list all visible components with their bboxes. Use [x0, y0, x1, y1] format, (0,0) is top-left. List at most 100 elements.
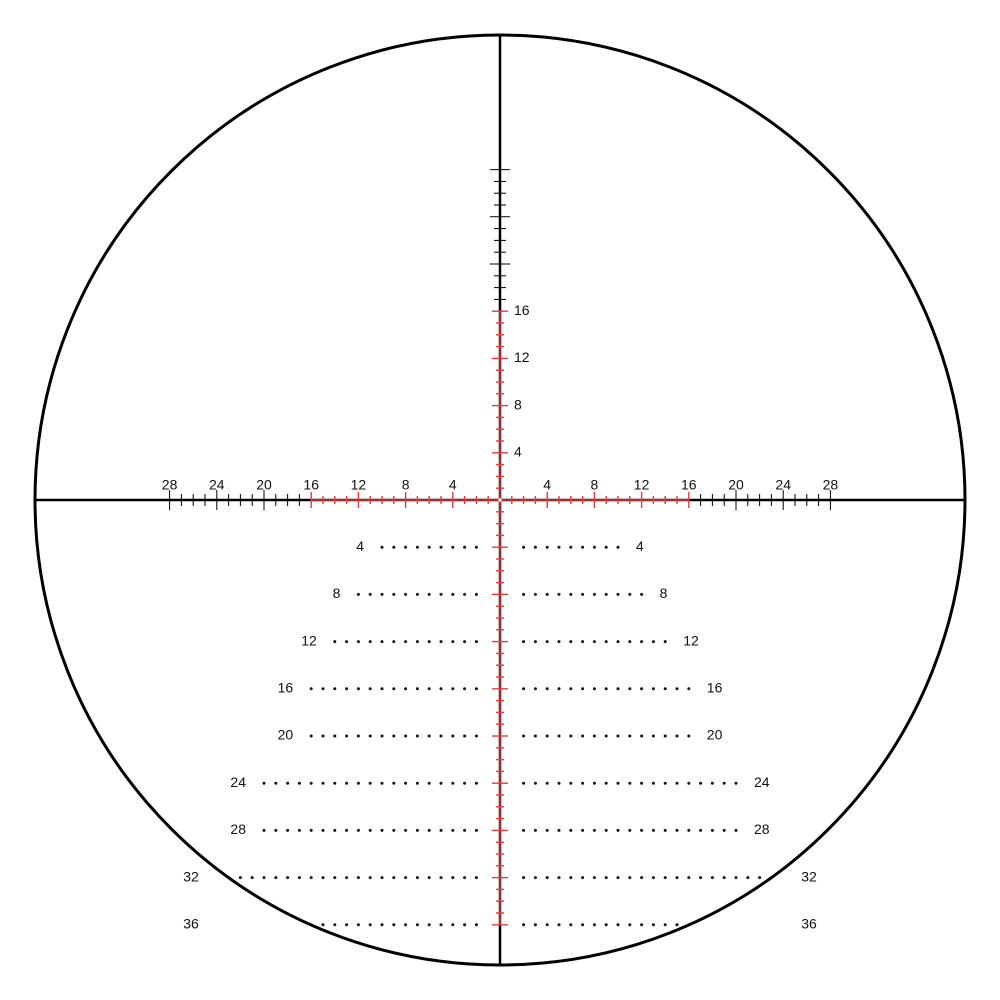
- windage-dot: [428, 735, 431, 738]
- windage-dot: [676, 782, 679, 785]
- windage-row-label-left: 28: [230, 821, 246, 837]
- windage-dot: [451, 782, 454, 785]
- windage-dot: [593, 593, 596, 596]
- windage-dot: [522, 782, 525, 785]
- windage-dot: [392, 687, 395, 690]
- windage-dot: [369, 735, 372, 738]
- windage-dot: [664, 640, 667, 643]
- windage-dot: [746, 923, 749, 926]
- h-axis-label: 28: [162, 477, 178, 493]
- windage-dot: [404, 593, 407, 596]
- h-axis-label: 24: [209, 477, 225, 493]
- windage-dot: [416, 640, 419, 643]
- windage-dot: [463, 687, 466, 690]
- windage-dot: [451, 546, 454, 549]
- windage-dot: [322, 876, 325, 879]
- windage-dot: [463, 782, 466, 785]
- h-axis-label: 28: [823, 477, 839, 493]
- windage-dot: [534, 876, 537, 879]
- windage-dot: [333, 876, 336, 879]
- windage-dot: [428, 923, 431, 926]
- windage-dot: [381, 735, 384, 738]
- windage-dot: [534, 923, 537, 926]
- windage-dot: [676, 735, 679, 738]
- windage-dot: [782, 876, 785, 879]
- windage-dot: [723, 923, 726, 926]
- windage-dot: [381, 782, 384, 785]
- windage-dot: [310, 782, 313, 785]
- windage-dot: [664, 782, 667, 785]
- windage-dot: [522, 876, 525, 879]
- windage-dot: [735, 876, 738, 879]
- windage-dot: [628, 593, 631, 596]
- windage-dot: [605, 782, 608, 785]
- windage-dot: [333, 687, 336, 690]
- windage-dot: [381, 923, 384, 926]
- windage-dot: [558, 593, 561, 596]
- windage-dot: [239, 923, 242, 926]
- windage-dot: [298, 876, 301, 879]
- windage-dot: [392, 640, 395, 643]
- windage-dot: [298, 829, 301, 832]
- windage-dot: [687, 687, 690, 690]
- windage-dot: [428, 782, 431, 785]
- windage-dot: [605, 546, 608, 549]
- windage-dot: [322, 687, 325, 690]
- windage-dot: [546, 640, 549, 643]
- windage-dot: [475, 782, 478, 785]
- windage-dot: [451, 829, 454, 832]
- windage-dot: [593, 923, 596, 926]
- windage-row-label-left: 36: [183, 916, 199, 932]
- windage-dot: [404, 829, 407, 832]
- windage-dot: [723, 829, 726, 832]
- windage-dot: [286, 782, 289, 785]
- windage-dot: [687, 876, 690, 879]
- windage-row-label-right: 4: [636, 538, 644, 554]
- windage-dot: [298, 923, 301, 926]
- windage-dot: [581, 782, 584, 785]
- windage-dot: [404, 782, 407, 785]
- windage-dot: [676, 876, 679, 879]
- windage-dot: [581, 593, 584, 596]
- windage-dot: [699, 876, 702, 879]
- windage-dot: [569, 546, 572, 549]
- windage-dot: [357, 735, 360, 738]
- windage-dot: [546, 782, 549, 785]
- windage-dot: [333, 782, 336, 785]
- windage-dot: [640, 640, 643, 643]
- windage-row-label-left: 16: [278, 680, 294, 696]
- windage-dot: [357, 687, 360, 690]
- windage-dot: [664, 923, 667, 926]
- windage-dot: [440, 876, 443, 879]
- windage-dot: [263, 782, 266, 785]
- windage-dot: [546, 829, 549, 832]
- windage-dot: [310, 687, 313, 690]
- windage-dot: [369, 782, 372, 785]
- windage-dot: [617, 735, 620, 738]
- windage-dot: [628, 735, 631, 738]
- windage-dot: [699, 829, 702, 832]
- windage-dot: [345, 829, 348, 832]
- windage-dot: [593, 640, 596, 643]
- windage-dot: [664, 829, 667, 832]
- windage-dot: [451, 876, 454, 879]
- windage-dot: [640, 687, 643, 690]
- windage-dot: [534, 829, 537, 832]
- windage-dot: [475, 640, 478, 643]
- windage-dot: [522, 546, 525, 549]
- h-axis-label: 8: [591, 477, 599, 493]
- windage-dot: [687, 735, 690, 738]
- h-axis-label: 12: [634, 477, 650, 493]
- windage-dot: [215, 923, 218, 926]
- windage-dot: [274, 782, 277, 785]
- windage-dot: [369, 829, 372, 832]
- windage-dot: [534, 593, 537, 596]
- windage-row-label-left: 24: [230, 774, 246, 790]
- windage-dot: [357, 782, 360, 785]
- windage-dot: [333, 923, 336, 926]
- windage-dot: [440, 782, 443, 785]
- windage-dot: [428, 593, 431, 596]
- windage-dot: [404, 876, 407, 879]
- v-up-label: 4: [514, 444, 522, 460]
- windage-dot: [522, 923, 525, 926]
